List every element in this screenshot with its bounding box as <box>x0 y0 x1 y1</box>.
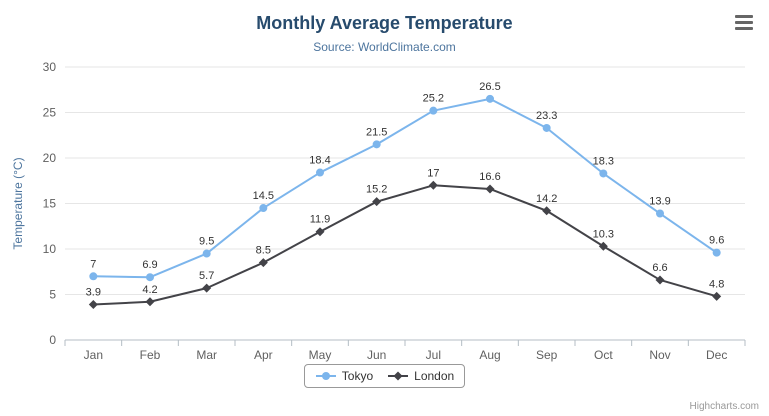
london-data-label: 11.9 <box>310 214 331 226</box>
tokyo-point-marker[interactable] <box>542 123 551 132</box>
tokyo-data-label: 18.3 <box>593 155 614 167</box>
x-axis-label: Aug <box>479 348 500 362</box>
london-data-label: 6.6 <box>652 262 667 274</box>
hamburger-bar <box>735 20 753 24</box>
y-axis-label: 30 <box>43 60 57 74</box>
legend-label-tokyo: Tokyo <box>341 369 374 383</box>
y-axis-label: 25 <box>43 106 57 120</box>
tokyo-point-marker[interactable] <box>712 248 721 257</box>
london-data-label: 5.7 <box>199 270 214 282</box>
x-axis-label: Jun <box>367 348 386 362</box>
london-data-label: 4.8 <box>709 278 724 290</box>
tokyo-point-marker[interactable] <box>486 94 494 103</box>
tokyo-data-label: 26.5 <box>479 81 500 93</box>
tokyo-data-label: 14.5 <box>253 190 274 202</box>
x-axis-label: Feb <box>140 348 161 362</box>
y-axis-title: Temperature (°C) <box>11 157 25 249</box>
london-point-marker[interactable] <box>315 227 325 237</box>
london-data-label: 4.2 <box>142 284 157 296</box>
tokyo-data-label: 18.4 <box>309 155 330 167</box>
london-point-marker[interactable] <box>485 184 495 194</box>
tokyo-point-marker[interactable] <box>259 204 268 213</box>
london-data-label: 16.6 <box>479 171 500 183</box>
tokyo-data-label: 25.2 <box>423 93 444 105</box>
x-axis-label: Jan <box>84 348 103 362</box>
x-axis-label: Jul <box>426 348 441 362</box>
legend-item-tokyo[interactable]: Tokyo <box>315 369 373 383</box>
hamburger-bar <box>735 14 753 18</box>
tokyo-data-label: 13.9 <box>649 196 670 208</box>
london-point-marker[interactable] <box>372 197 382 207</box>
london-point-marker[interactable] <box>145 297 155 307</box>
london-point-marker[interactable] <box>655 275 665 285</box>
london-data-label: 8.5 <box>256 245 271 257</box>
london-data-label: 10.3 <box>593 228 614 240</box>
london-point-marker[interactable] <box>598 241 608 251</box>
london-data-label: 14.2 <box>536 193 557 205</box>
tokyo-point-marker[interactable] <box>599 169 608 178</box>
hamburger-menu-icon[interactable] <box>733 13 755 31</box>
tokyo-data-label: 7 <box>90 258 96 270</box>
london-point-marker[interactable] <box>202 283 212 293</box>
tokyo-point-marker[interactable] <box>656 209 664 218</box>
london-data-label: 3.9 <box>86 287 101 299</box>
x-axis-label: Oct <box>594 348 613 362</box>
chart-subtitle: Source: WorldClimate.com <box>313 40 456 54</box>
y-axis-label: 0 <box>49 333 56 347</box>
legend-label-london: London <box>414 369 455 383</box>
london-legend-marker-icon <box>388 371 409 381</box>
tokyo-point-marker[interactable] <box>372 140 381 149</box>
tokyo-legend-marker-icon <box>315 372 336 380</box>
legend: Tokyo London <box>0 364 769 388</box>
tokyo-point-marker[interactable] <box>146 273 154 282</box>
london-data-label: 15.2 <box>366 184 387 196</box>
legend-item-london[interactable]: London <box>387 369 454 383</box>
x-axis-label: Dec <box>706 348 727 362</box>
tokyo-point-marker[interactable] <box>89 272 98 281</box>
hamburger-bar <box>735 26 753 30</box>
london-series-line <box>92 184 718 306</box>
y-axis-label: 15 <box>43 197 57 211</box>
tokyo-data-label: 21.5 <box>366 126 387 138</box>
legend-box: Tokyo London <box>303 364 466 388</box>
tokyo-series-line <box>92 97 718 279</box>
y-axis-label: 5 <box>49 288 56 302</box>
london-data-label: 17 <box>427 167 439 179</box>
tokyo-point-marker[interactable] <box>429 106 438 115</box>
credits-link[interactable]: Highcharts.com <box>689 401 759 412</box>
london-point-marker[interactable] <box>258 258 268 268</box>
tokyo-point-marker[interactable] <box>202 249 211 258</box>
x-axis-label: Apr <box>254 348 273 362</box>
y-axis-label: 20 <box>43 151 57 165</box>
x-axis-label: Nov <box>649 348 670 362</box>
london-point-marker[interactable] <box>542 206 552 216</box>
x-axis-label: Mar <box>196 348 217 362</box>
london-point-marker[interactable] <box>428 180 438 190</box>
x-axis-label: Sep <box>536 348 558 362</box>
tokyo-data-label: 9.5 <box>199 236 214 248</box>
london-point-marker[interactable] <box>88 300 98 310</box>
tokyo-data-label: 9.6 <box>709 235 724 247</box>
tokyo-data-label: 23.3 <box>536 110 557 122</box>
tokyo-point-marker[interactable] <box>316 168 324 177</box>
london-point-marker[interactable] <box>712 291 722 301</box>
chart-title: Monthly Average Temperature <box>256 13 513 33</box>
x-axis-label: May <box>309 348 332 362</box>
tokyo-data-label: 6.9 <box>142 259 157 271</box>
y-axis-label: 10 <box>43 242 57 256</box>
